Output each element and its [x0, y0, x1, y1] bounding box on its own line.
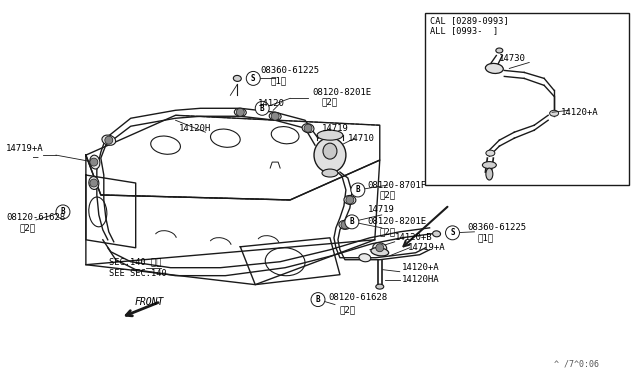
Text: B: B: [349, 217, 354, 227]
Circle shape: [445, 226, 460, 240]
Ellipse shape: [373, 243, 387, 253]
Ellipse shape: [496, 48, 503, 53]
Ellipse shape: [371, 248, 388, 256]
Text: 14120+A: 14120+A: [402, 263, 439, 272]
Text: （2）: （2）: [380, 190, 396, 199]
Text: 08360-61225: 08360-61225: [260, 66, 319, 75]
Circle shape: [376, 244, 384, 252]
Text: —: —: [33, 154, 38, 163]
Ellipse shape: [314, 138, 346, 173]
Text: ALL [0993-  ]: ALL [0993- ]: [429, 26, 498, 35]
Circle shape: [255, 101, 269, 115]
Ellipse shape: [433, 231, 440, 237]
Ellipse shape: [486, 150, 495, 156]
Text: B: B: [260, 104, 264, 113]
Circle shape: [346, 196, 354, 204]
Ellipse shape: [376, 284, 384, 289]
Text: 08120-61628: 08120-61628: [328, 293, 387, 302]
Ellipse shape: [89, 177, 99, 189]
Text: 08120-8201E: 08120-8201E: [368, 217, 427, 227]
Text: SEC.140 参照: SEC.140 参照: [109, 257, 161, 266]
Ellipse shape: [234, 76, 241, 81]
Ellipse shape: [550, 110, 559, 116]
Circle shape: [345, 215, 359, 229]
Circle shape: [56, 205, 70, 219]
Text: （2）: （2）: [380, 227, 396, 236]
Ellipse shape: [344, 195, 356, 205]
Text: 14719+A: 14719+A: [6, 144, 44, 153]
Circle shape: [271, 112, 279, 120]
Ellipse shape: [339, 220, 351, 230]
Text: S: S: [450, 228, 455, 237]
Circle shape: [311, 293, 325, 307]
Circle shape: [90, 179, 98, 187]
Text: 14719: 14719: [322, 124, 349, 133]
Ellipse shape: [485, 63, 503, 73]
Text: 14719+A: 14719+A: [408, 243, 445, 252]
Text: 14120H: 14120H: [179, 124, 211, 133]
Text: （2）: （2）: [340, 305, 356, 314]
Text: （2）: （2）: [19, 223, 35, 232]
Ellipse shape: [322, 169, 338, 177]
Text: B: B: [61, 208, 65, 217]
Text: S: S: [251, 74, 255, 83]
Ellipse shape: [486, 168, 493, 180]
Circle shape: [105, 136, 113, 144]
Circle shape: [236, 108, 244, 116]
Ellipse shape: [302, 124, 314, 133]
Text: CAL [0289-0993]: CAL [0289-0993]: [429, 16, 508, 25]
Text: （1）: （1）: [477, 233, 493, 242]
Text: 14120: 14120: [258, 99, 285, 108]
Ellipse shape: [359, 254, 371, 262]
Text: B: B: [316, 295, 320, 304]
Circle shape: [304, 124, 312, 132]
Ellipse shape: [317, 130, 343, 140]
Ellipse shape: [102, 135, 116, 145]
Text: 14730: 14730: [499, 54, 526, 63]
Text: 08120-61628: 08120-61628: [6, 214, 65, 222]
Text: 14120+A: 14120+A: [561, 108, 599, 117]
Text: B: B: [356, 186, 360, 195]
Text: ^ /7^0:06: ^ /7^0:06: [554, 360, 599, 369]
Ellipse shape: [269, 112, 281, 120]
Circle shape: [246, 71, 260, 86]
Circle shape: [341, 221, 349, 229]
Text: 14710: 14710: [348, 134, 375, 143]
Circle shape: [90, 158, 98, 166]
Ellipse shape: [323, 143, 337, 159]
Text: （2）: （2）: [322, 98, 338, 107]
Ellipse shape: [483, 161, 497, 169]
Text: （1）: （1）: [270, 76, 286, 85]
Ellipse shape: [234, 108, 246, 116]
Text: 14120+B: 14120+B: [395, 233, 433, 242]
Text: FRONT: FRONT: [134, 296, 164, 307]
Bar: [424, 13, 629, 185]
Text: 08360-61225: 08360-61225: [467, 223, 527, 232]
Text: 14719: 14719: [368, 205, 395, 214]
Circle shape: [351, 183, 365, 197]
Text: 08120-8701F: 08120-8701F: [368, 180, 427, 189]
Ellipse shape: [90, 155, 100, 169]
Text: 08120-8201E: 08120-8201E: [312, 88, 371, 97]
Text: SEE SEC.140: SEE SEC.140: [109, 269, 166, 278]
Text: 14120HA: 14120HA: [402, 275, 439, 284]
